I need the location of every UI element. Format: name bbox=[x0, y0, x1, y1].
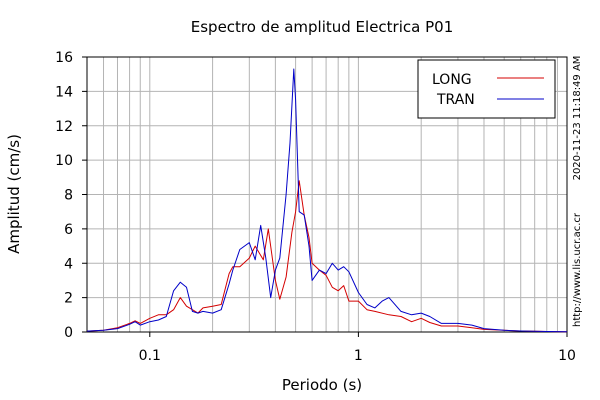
y-axis: 0 2 4 6 8 10 12 14 16 bbox=[55, 50, 87, 341]
y-tick-label: 2 bbox=[64, 291, 73, 307]
y-tick-label: 12 bbox=[55, 119, 73, 135]
y-tick-label: 14 bbox=[55, 84, 73, 100]
y-tick-label: 0 bbox=[64, 325, 73, 341]
timestamp-label: 2020-11-23 11:18:49 AM bbox=[572, 56, 583, 181]
x-axis: 0.1 1 10 bbox=[139, 332, 576, 364]
x-tick-label: 10 bbox=[558, 348, 576, 364]
y-axis-label: Amplitud (cm/s) bbox=[5, 134, 23, 254]
y-tick-label: 10 bbox=[55, 153, 73, 169]
source-url-label: http://www.lis.ucr.ac.cr bbox=[572, 212, 583, 327]
y-tick-label: 8 bbox=[64, 188, 73, 204]
x-axis-label: Periodo (s) bbox=[282, 376, 362, 394]
legend-label-tran: TRAN bbox=[436, 92, 475, 108]
legend: LONG TRAN bbox=[417, 59, 556, 119]
y-tick-label: 6 bbox=[64, 222, 73, 238]
series-group bbox=[86, 68, 568, 333]
x-tick-label: 0.1 bbox=[139, 348, 161, 364]
legend-box bbox=[417, 59, 556, 119]
chart-title: Espectro de amplitud Electrica P01 bbox=[191, 18, 454, 36]
series-line-tran bbox=[86, 68, 568, 333]
x-tick-label: 1 bbox=[354, 348, 363, 364]
series-line-long bbox=[86, 180, 568, 333]
legend-label-long: LONG bbox=[432, 72, 472, 88]
y-tick-label: 16 bbox=[55, 50, 73, 66]
y-tick-label: 4 bbox=[64, 256, 73, 272]
